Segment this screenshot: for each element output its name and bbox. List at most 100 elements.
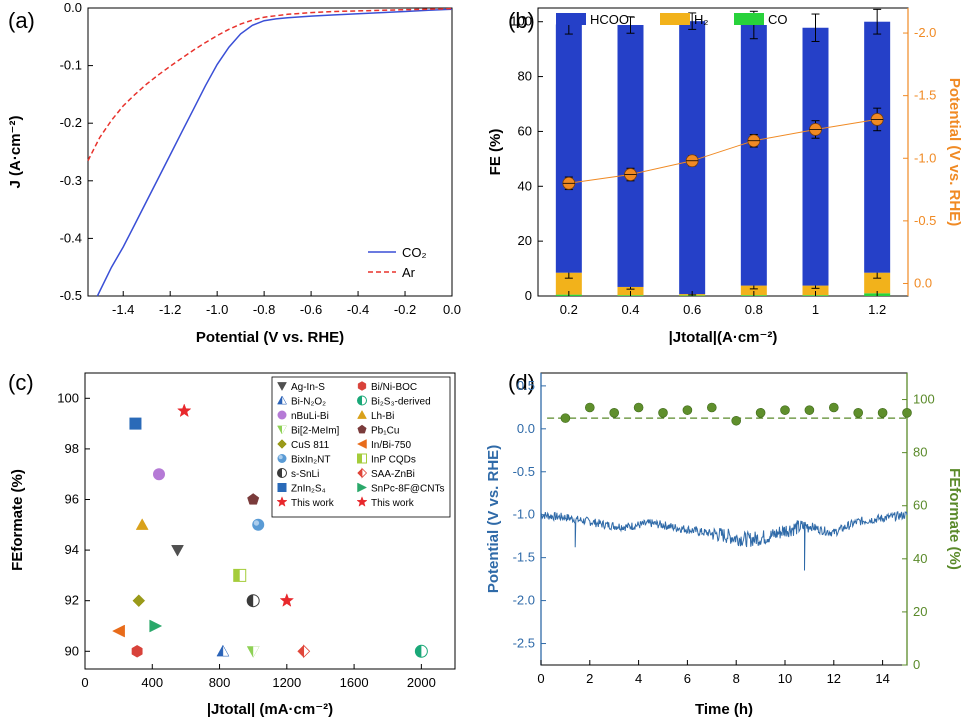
legend-marker-pentagon <box>357 424 367 434</box>
panel-b-ticks: 0.2 0.4 0.6 0.8 1 1.2 0 20 40 60 80 100 0.0 -0.5 -1.0 -… <box>510 14 936 317</box>
bar-hcoo <box>802 27 829 286</box>
panel-c-xlabel: |Jtotal| (mA·cm⁻²) <box>207 701 333 718</box>
x-tick-label: 1200 <box>272 675 301 690</box>
legend-marker-circle <box>277 410 287 420</box>
bar-h2 <box>802 285 829 296</box>
x-tick-label: 0.0 <box>443 302 461 317</box>
data-point-diamond <box>132 594 146 608</box>
fe-point <box>853 408 864 418</box>
legend-entry-label: Bi-N₂O₂ <box>291 397 326 408</box>
panel-b: (b) 0.2 0.4 0.6 0.8 1 1.2 0 20 40 60 80 100 0.0 -0.5 -… <box>487 7 963 346</box>
y2-tick-label: 80 <box>913 445 927 460</box>
y-tick-label: 90 <box>65 643 79 658</box>
y2-tick-label: 60 <box>913 498 927 513</box>
legend-entry-label: Ag-In-S <box>291 382 325 393</box>
legend-marker-tri-down-half-half <box>282 425 287 434</box>
data-point-tri-left <box>112 624 125 638</box>
bar-hcoo <box>740 25 767 286</box>
fe-point <box>560 413 571 423</box>
y2-tick-label: -1.5 <box>914 88 936 103</box>
x-tick-label: 800 <box>209 675 231 690</box>
x-tick-label: 1 <box>812 302 819 317</box>
panel-c-frame <box>84 372 456 670</box>
fe-point <box>877 408 888 418</box>
fe-point <box>633 402 644 413</box>
data-point-circle-grad-hl <box>253 520 260 526</box>
panel-c-ylabel: FEformate (%) <box>9 469 26 571</box>
y-tick-label: 20 <box>518 233 532 248</box>
legend-marker-diamond <box>277 439 287 449</box>
y-tick-label: 0.5 <box>517 378 535 393</box>
panel-d-label: (d) <box>508 370 535 395</box>
y-tick-label: 94 <box>65 542 79 557</box>
legend-marker-tri-right <box>357 482 368 493</box>
fe-point <box>804 405 815 415</box>
x-tick-label: 6 <box>684 671 691 686</box>
y-tick-label: 96 <box>65 491 79 506</box>
legend-entry-label: nBuLi-Bi <box>291 411 329 422</box>
x-tick-label: 400 <box>141 675 163 690</box>
y-tick-label: -0.2 <box>60 115 82 130</box>
data-point-pentagon <box>247 493 260 505</box>
legend-entry-label: Bi₂S₃-derived <box>371 397 431 408</box>
x-tick-label: -0.4 <box>347 302 369 317</box>
x-tick-label: 10 <box>778 671 792 686</box>
x-tick-label: 4 <box>635 671 642 686</box>
panel-a-legend: CO₂ Ar <box>368 245 427 280</box>
legend-marker-circle-half-lr-half <box>277 468 282 478</box>
panel-d-lines <box>540 402 912 571</box>
bar-h2 <box>555 272 582 295</box>
data-point-square <box>129 417 142 430</box>
legend-co-label: CO <box>768 12 788 27</box>
bar-hcoo <box>864 21 891 273</box>
x-tick-label: 2000 <box>407 675 436 690</box>
bar-hcoo <box>617 25 644 287</box>
panel-b-potential <box>562 107 884 191</box>
panel-a: (a) -1.4 -1.2 -1.0 -0.8 -0.6 -0.4 -0.2 0.0 0.0 -0… <box>7 0 461 346</box>
y2-tick-label: -0.5 <box>914 213 936 228</box>
y-tick-label: 100 <box>510 14 532 29</box>
bar-hcoo <box>555 24 582 273</box>
legend-marker-star <box>276 496 288 507</box>
data-point-tri-right <box>149 619 163 633</box>
legend-co2-label: CO₂ <box>402 245 427 260</box>
potential-line <box>568 118 878 184</box>
x-tick-label: -0.6 <box>300 302 322 317</box>
data-point-tri-down <box>171 545 184 557</box>
data-point-square-half-half <box>233 569 240 582</box>
y-tick-label: 40 <box>518 178 532 193</box>
y-tick-label: 80 <box>518 69 532 84</box>
legend-h2-label: H₂ <box>694 12 708 27</box>
legend-entry-label: CuS 811 <box>291 440 330 451</box>
x-tick-label: 0.6 <box>683 302 701 317</box>
panel-a-xlabel: Potential (V vs. RHE) <box>196 329 344 346</box>
y2-tick-label: 40 <box>913 551 927 566</box>
legend-marker-square <box>277 483 287 492</box>
data-point-tri-half-half <box>222 644 230 657</box>
legend-hcoo-label: HCOO⁻ <box>590 12 636 27</box>
x-tick-label: 1.2 <box>868 302 886 317</box>
panel-c: (c) 0 400 800 1200 1600 2000 90 92 94 96 98 100 Ag-… <box>8 370 456 718</box>
y-tick-label: -1.5 <box>513 550 535 565</box>
panel-b-frame <box>537 7 909 297</box>
panel-d-y2label: FEformate (%) <box>946 468 963 570</box>
x-tick-label: 0 <box>81 675 88 690</box>
panel-b-legend: HCOO⁻ H₂ CO <box>556 12 788 27</box>
panel-d-xlabel: Time (h) <box>695 701 753 718</box>
y-tick-label: -2.5 <box>513 636 535 651</box>
x-tick-label: 14 <box>875 671 889 686</box>
x-tick-label: -0.8 <box>253 302 275 317</box>
panel-d-ylabel: Potential (V vs. RHE) <box>485 445 502 593</box>
data-point-circle-half-half <box>415 645 422 658</box>
legend-h2-swatch <box>660 13 690 25</box>
fe-point <box>609 408 620 418</box>
legend-marker-tri-up <box>357 409 367 419</box>
legend-entry-label: In/Bi-750 <box>371 440 411 451</box>
legend-entry-label: This work <box>291 498 335 509</box>
data-point-diamond-half-half <box>303 644 311 659</box>
y-tick-label: 0 <box>525 288 532 303</box>
legend-marker-diamond-half-half <box>361 467 368 479</box>
legend-marker-circle-grad-hl <box>278 455 283 460</box>
legend-marker-tri-half-half <box>281 395 287 405</box>
